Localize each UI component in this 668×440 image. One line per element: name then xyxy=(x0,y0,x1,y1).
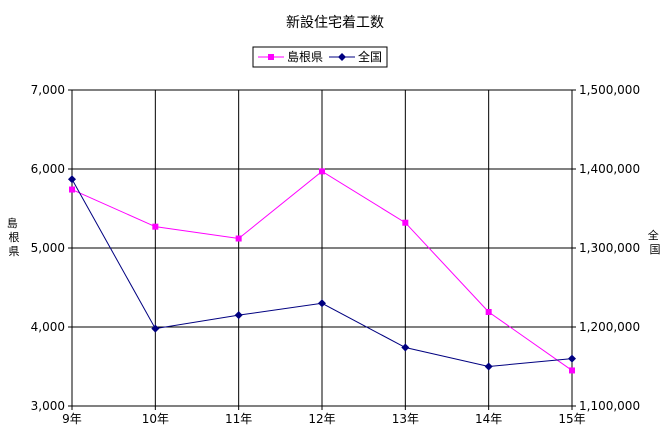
chart-title: 新設住宅着工数 xyxy=(286,15,384,31)
y-axis-right-label: 全 国 xyxy=(648,228,663,256)
legend-box xyxy=(252,46,388,68)
y-tick-label-right: 1,500,000 xyxy=(579,83,640,97)
y-tick-label-right: 1,300,000 xyxy=(579,241,640,255)
legend-marker-national xyxy=(338,53,346,61)
data-point-shimane xyxy=(485,308,492,315)
y-tick-label-left: 3,000 xyxy=(31,399,65,413)
data-point-shimane xyxy=(152,223,159,230)
y-axis-left-label: 島 根県 xyxy=(7,216,22,258)
data-point-shimane xyxy=(235,235,242,242)
legend-marker-shimane xyxy=(268,54,274,60)
data-point-shimane xyxy=(69,186,75,193)
data-point-national xyxy=(234,311,243,320)
x-tick-label: 9年 xyxy=(62,412,82,426)
data-point-national xyxy=(484,362,493,371)
data-point-national xyxy=(568,354,576,363)
y-tick-label-right: 1,100,000 xyxy=(579,399,640,413)
legend: 島根県 全国 xyxy=(252,46,388,68)
x-tick-label: 13年 xyxy=(392,412,419,426)
y-tick-label-right: 1,200,000 xyxy=(579,320,640,334)
data-point-national xyxy=(401,343,410,352)
legend-label-national: 全国 xyxy=(358,49,382,64)
x-axis: 9年 10年 11年 12年 13年 14年 15年 xyxy=(62,406,586,426)
legend-label-shimane: 島根県 xyxy=(287,49,323,64)
x-tick-label: 14年 xyxy=(475,412,502,426)
y-tick-label-left: 4,000 xyxy=(31,320,65,334)
data-point-shimane xyxy=(402,219,409,226)
series xyxy=(68,168,576,374)
data-point-national xyxy=(151,324,160,333)
x-tick-label: 11年 xyxy=(225,412,252,426)
y-tick-label-left: 7,000 xyxy=(31,83,65,97)
y-tick-label-left: 6,000 xyxy=(31,162,65,176)
data-point-national xyxy=(318,299,326,308)
x-tick-label: 10年 xyxy=(142,412,169,426)
data-point-shimane xyxy=(569,367,575,374)
x-tick-label: 12年 xyxy=(308,412,335,426)
data-point-shimane xyxy=(319,168,325,175)
y-axis-right: 1,100,000 1,200,000 1,300,000 1,400,000 1,50… xyxy=(572,83,640,413)
y-axis-left: 3,000 4,000 5,000 6,000 7,000 xyxy=(31,83,72,413)
y-tick-label-right: 1,400,000 xyxy=(579,162,640,176)
y-tick-label-left: 5,000 xyxy=(31,241,65,255)
data-point-national xyxy=(68,175,76,184)
x-tick-label: 15年 xyxy=(558,412,585,426)
